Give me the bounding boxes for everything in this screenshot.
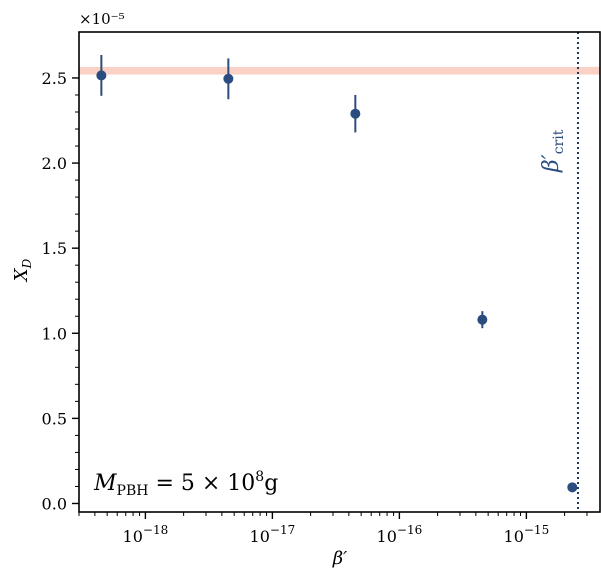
- x-axis-label: β′: [332, 548, 348, 569]
- plot-frame: [78, 31, 601, 513]
- y-tick-label-2: 0.5: [42, 409, 67, 428]
- svg-text:XD: XD: [11, 258, 34, 283]
- data-point-5: [567, 482, 578, 493]
- x-axis-ticks: 10−18 10−17 10−16 10−15: [78, 512, 588, 546]
- y-tick-label-1: 0.0: [42, 494, 67, 513]
- y-axis-ticks: 0.0 0.5 1.0 1.5 2.0 2.5: [42, 69, 79, 513]
- data-points: [96, 54, 578, 493]
- data-point-4: [477, 314, 488, 325]
- mass-label: MPBH = 5 × 108g: [93, 469, 278, 499]
- data-point-3: [350, 108, 361, 119]
- y-tick-label-3: 1.0: [42, 324, 67, 343]
- x-tick-label-3: 10−16: [377, 523, 423, 546]
- y-tick-label-5: 2.0: [42, 154, 67, 173]
- y-tick-label-4: 1.5: [42, 239, 67, 258]
- vline-label: β′crit: [539, 129, 567, 173]
- mass-band: [79, 66, 600, 75]
- data-point-2: [223, 73, 234, 84]
- x-tick-label-1: 10−18: [123, 523, 169, 546]
- y-axis-label: XD: [11, 258, 34, 283]
- y-tick-label-6: 2.5: [42, 69, 67, 88]
- svg-text:β′crit: β′crit: [539, 129, 567, 173]
- y-offset-text: ×10⁻⁵: [79, 10, 125, 28]
- x-tick-label-2: 10−17: [250, 523, 296, 546]
- data-point-1: [96, 70, 107, 81]
- x-tick-label-4: 10−15: [504, 523, 550, 546]
- mass-band-rect: [79, 66, 600, 75]
